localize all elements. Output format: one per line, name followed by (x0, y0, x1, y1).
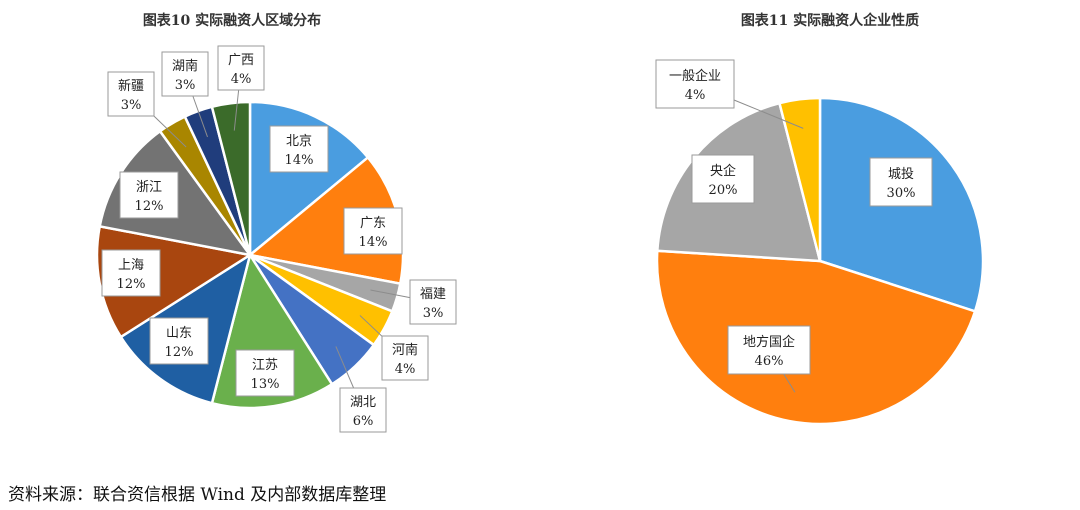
category-label: 福建 (420, 287, 446, 302)
label-box (727, 325, 811, 375)
leader-line (783, 373, 796, 393)
leader-line (370, 289, 411, 299)
value-label: 46% (755, 354, 784, 369)
category-label: 一般企业 (669, 68, 721, 84)
label-box (217, 45, 265, 91)
label-box (107, 71, 155, 117)
value-label: 20% (709, 183, 738, 198)
category-label: 浙江 (136, 180, 162, 195)
value-label: 14% (285, 153, 314, 168)
value-label: 3% (175, 78, 196, 93)
value-label: 4% (231, 72, 252, 87)
enterprise-pie: 城投 30% 地方国企 46% 央企 20% 一般企业 4% (655, 59, 985, 426)
category-label: 地方国企 (743, 334, 795, 350)
category-label: 河南 (392, 342, 418, 358)
label-box (869, 157, 933, 207)
value-label: 13% (251, 377, 280, 392)
value-label: 12% (135, 199, 164, 214)
value-label: 3% (423, 306, 444, 321)
label-box (691, 154, 755, 204)
category-label: 上海 (118, 258, 144, 273)
region-pie: 北京 14% 广东 14% 福建 3% 河南 4% 湖北 6% 江苏 13% 山东 12% 上海 12% 浙江 1… (95, 45, 457, 433)
value-label: 6% (353, 414, 374, 429)
label-box (269, 125, 329, 173)
category-label: 央企 (710, 163, 736, 179)
category-label: 城投 (888, 166, 914, 182)
source-note: 资料来源：联合资信根据 Wind 及内部数据库整理 (8, 485, 387, 505)
value-label: 12% (117, 277, 146, 292)
leader-line (153, 115, 187, 148)
label-box (343, 207, 403, 255)
chart-title-enterprise: 图表11 实际融资人企业性质 (741, 12, 919, 29)
label-box (101, 249, 161, 297)
value-label: 3% (121, 98, 142, 113)
category-label: 湖北 (350, 395, 376, 410)
label-box (119, 171, 179, 219)
leader-line (733, 99, 804, 129)
leader-line (359, 315, 383, 337)
pie-slice-1-3 (777, 96, 822, 262)
value-label: 30% (887, 186, 916, 201)
label-box (161, 51, 209, 97)
label-box (339, 387, 387, 433)
leader-line (192, 95, 208, 138)
value-label: 4% (395, 362, 416, 377)
category-label: 广东 (360, 216, 386, 231)
value-label: 4% (685, 88, 706, 103)
pie-slice-0-11 (210, 100, 252, 256)
category-label: 北京 (286, 134, 312, 149)
category-label: 新疆 (118, 78, 144, 94)
leader-line (335, 346, 355, 389)
category-label: 江苏 (252, 357, 278, 373)
leader-line (233, 89, 240, 131)
label-box (655, 59, 735, 109)
category-label: 湖南 (172, 58, 198, 74)
chart-canvas: 图表10 实际融资人区域分布 图表11 实际融资人企业性质 北京 14% 广东 14%… (95, 12, 985, 433)
label-box (381, 335, 429, 381)
chart-title-region: 图表10 实际融资人区域分布 (143, 12, 321, 29)
label-box (149, 317, 209, 365)
category-label: 山东 (166, 326, 192, 341)
value-label: 12% (165, 345, 194, 360)
label-box (409, 279, 457, 325)
value-label: 14% (359, 235, 388, 250)
pie-slice-1-1 (655, 249, 977, 426)
label-box (235, 349, 295, 397)
category-label: 广西 (228, 53, 254, 68)
